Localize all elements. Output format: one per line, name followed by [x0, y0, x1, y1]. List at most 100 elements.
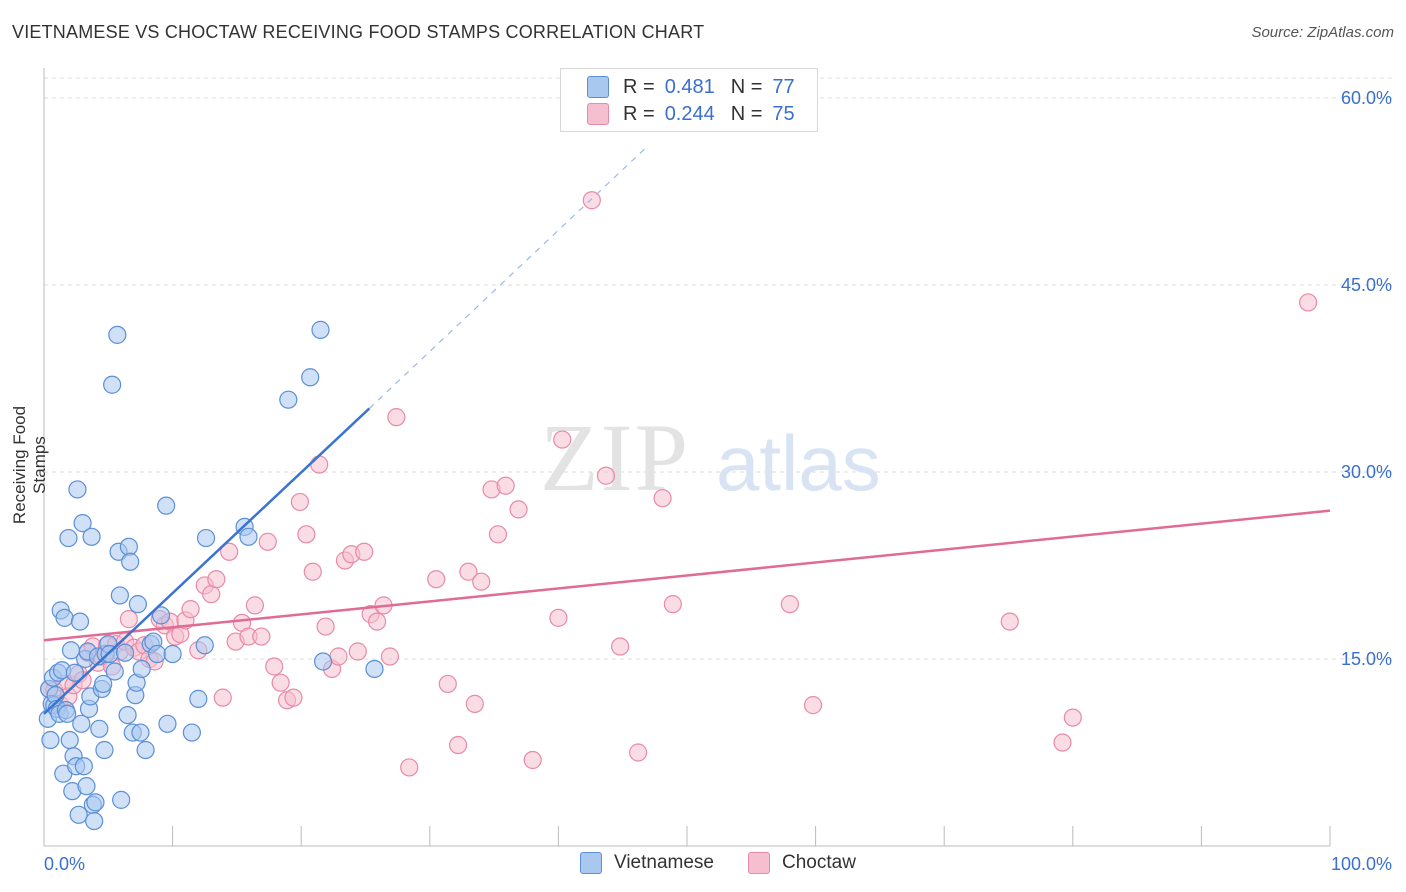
vietnamese-point [105, 662, 124, 681]
choctaw-point [367, 612, 387, 631]
vietnamese-point [158, 714, 177, 733]
vietnamese-point [69, 805, 88, 824]
chart-title: VIETNAMESE VS CHOCTAW RECEIVING FOOD STA… [12, 22, 705, 42]
vietnamese-point [70, 612, 90, 631]
choctaw-point [459, 562, 478, 581]
y-tick-label: 60.0% [1341, 88, 1392, 108]
vietnamese-point [115, 643, 135, 662]
choctaw-point [553, 430, 572, 449]
choctaw-point [509, 500, 528, 519]
n-value: 75 [772, 102, 795, 125]
vietnamese-point [58, 704, 77, 723]
vietnamese-point [59, 528, 78, 548]
vietnamese-point [136, 740, 155, 760]
choctaw-point [245, 596, 265, 615]
tick-labels: 15.0% 30.0% 45.0% 60.0% 0.0% 100.0% [44, 88, 1392, 874]
legend-row-vietnamese: R = 0.481 N = 77 [587, 75, 795, 99]
vietnamese-point [365, 659, 384, 679]
choctaw-point [348, 642, 367, 661]
choctaw-trend-line [43, 509, 1331, 642]
legend-row-choctaw: R = 0.244 N = 75 [587, 102, 795, 126]
vietnamese-point [95, 740, 114, 760]
choctaw-point [310, 455, 329, 474]
vietnamese-point [68, 480, 87, 499]
choctaw-point [220, 542, 239, 561]
choctaw-point [496, 476, 515, 495]
r-value: 0.244 [664, 102, 715, 125]
vietnamese-point [163, 644, 182, 664]
choctaw-point [355, 542, 374, 561]
y-tick-label: 15.0% [1341, 649, 1392, 669]
choctaw-point [284, 688, 303, 707]
choctaw-point [303, 562, 322, 581]
choctaw-point [316, 617, 335, 636]
choctaw-point [1063, 708, 1082, 727]
choctaw-point [611, 637, 630, 656]
vietnamese-point [279, 390, 298, 409]
vietnamese-point [128, 595, 147, 614]
choctaw-point [213, 688, 232, 707]
vietnamese-point [196, 528, 216, 548]
choctaw-point [582, 191, 601, 210]
choctaw-point [258, 532, 277, 551]
choctaw-point [1000, 612, 1019, 631]
vietnamese-point [82, 527, 101, 546]
correlation-legend: R = 0.481 N = 77 R = 0.244 N = 75 [560, 68, 818, 132]
vietnamese-point [148, 644, 167, 664]
vietnamese-point [85, 811, 104, 831]
choctaw-point [523, 750, 542, 770]
choctaw-point [1053, 733, 1072, 752]
x-tick-label: 100.0% [1331, 854, 1392, 874]
vietnamese-point [55, 608, 74, 627]
vietnamese-trend-extension [368, 144, 649, 409]
x-tick-label: 0.0% [44, 854, 85, 874]
vietnamese-point [108, 325, 127, 344]
vietnamese-point [195, 636, 214, 655]
r-label: R = [623, 75, 655, 98]
choctaw-point [803, 696, 823, 715]
choctaw-point [472, 572, 491, 591]
legend-label-choctaw: Choctaw [782, 852, 856, 873]
vietnamese-point [73, 514, 92, 533]
vietnamese-point [239, 527, 258, 546]
legend-item-vietnamese: Vietnamese [580, 852, 714, 874]
vietnamese-point [132, 659, 151, 679]
choctaw-point [653, 489, 672, 508]
vietnamese-point [60, 730, 79, 750]
vietnamese-point [311, 320, 330, 339]
vietnamese-point [94, 674, 113, 694]
choctaw-point [488, 525, 508, 544]
watermark: ZIP atlas [540, 404, 881, 511]
choctaw-point [207, 570, 226, 589]
choctaw-point [119, 610, 138, 629]
choctaw-point [596, 466, 616, 485]
choctaw-point [290, 492, 310, 512]
r-label: R = [623, 102, 655, 125]
vietnamese-point [74, 757, 93, 776]
vietnamese-point [41, 730, 60, 750]
vietnamese-point [157, 496, 176, 515]
trend-lines [43, 144, 1331, 715]
vietnamese-point [90, 719, 109, 738]
choctaw-point [427, 570, 446, 589]
r-value: 0.481 [664, 75, 715, 98]
choctaw-point [549, 608, 568, 627]
choctaw-point [1299, 293, 1318, 312]
legend-item-choctaw: Choctaw [748, 852, 856, 874]
vietnamese-swatch [587, 76, 609, 98]
choctaw-swatch [587, 103, 609, 125]
choctaw-point [181, 600, 200, 619]
series-legend: Vietnamese Choctaw [0, 852, 1406, 878]
vietnamese-point [103, 375, 122, 394]
watermark-atlas: atlas [716, 419, 881, 507]
choctaw-point [387, 408, 406, 427]
vietnamese-point [151, 606, 171, 625]
choctaw-point [400, 758, 419, 777]
y-tick-label: 45.0% [1341, 275, 1392, 295]
n-value: 77 [772, 75, 795, 98]
y-tick-label: 30.0% [1341, 462, 1392, 482]
choctaw-point [663, 595, 682, 614]
vietnamese-point [118, 705, 137, 725]
choctaw-point [297, 525, 316, 544]
